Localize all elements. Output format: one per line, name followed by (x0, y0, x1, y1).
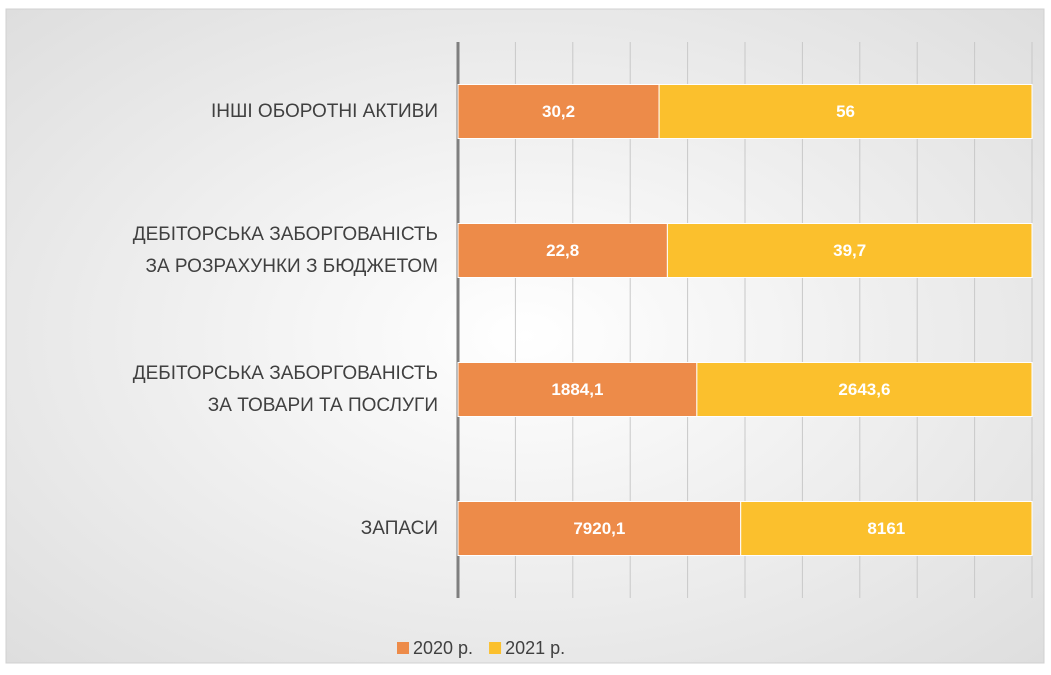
data-label: 39,7 (833, 241, 866, 260)
bar-segment (457, 362, 698, 417)
bar-segment (696, 362, 1033, 417)
data-label: 56 (836, 102, 855, 121)
legend-swatch (397, 642, 409, 654)
category-label: ДЕБІТОРСЬКА ЗАБОРГОВАНІСТЬ ЗА ТОВАРИ ТА … (132, 362, 438, 416)
bar-segment (457, 223, 668, 278)
bar-segment (457, 84, 660, 139)
data-label: 30,2 (542, 102, 575, 121)
bar-segment (457, 501, 742, 556)
legend-label: 2020 р. (413, 638, 473, 658)
data-label: 2643,6 (838, 380, 890, 399)
data-label: 22,8 (546, 241, 579, 260)
category-label: ЗАПАСИ (360, 517, 438, 539)
data-label: 7920,1 (573, 519, 625, 538)
category-label: ДЕБІТОРСЬКА ЗАБОРГОВАНІСТЬ ЗА РОЗРАХУНКИ… (132, 223, 438, 277)
legend-label: 2021 р. (505, 638, 565, 658)
legend-swatch (489, 642, 502, 654)
category-label: ІНШІ ОБОРОТНІ АКТИВИ (210, 100, 438, 122)
bar-segment (658, 84, 1033, 139)
data-label: 8161 (867, 519, 905, 538)
bar-segment (666, 223, 1033, 278)
bar-segment (740, 501, 1033, 556)
data-label: 1884,1 (551, 380, 603, 399)
